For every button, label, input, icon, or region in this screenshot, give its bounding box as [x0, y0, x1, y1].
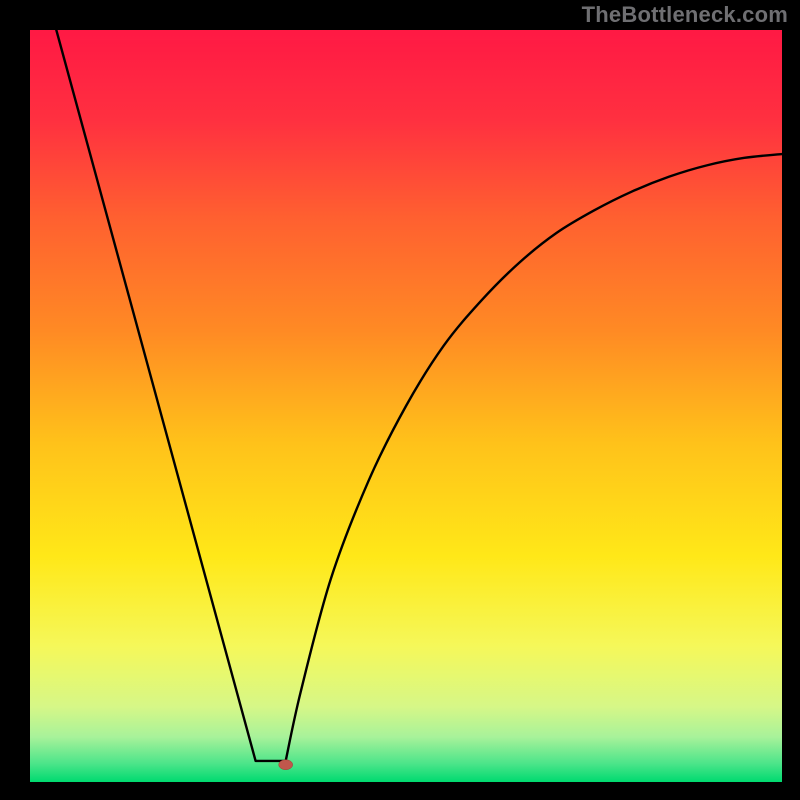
- optimal-point-marker: [279, 760, 293, 770]
- plot-area: [30, 30, 782, 782]
- chart-svg: [30, 30, 782, 782]
- watermark-text: TheBottleneck.com: [582, 2, 788, 28]
- chart-frame: TheBottleneck.com: [0, 0, 800, 800]
